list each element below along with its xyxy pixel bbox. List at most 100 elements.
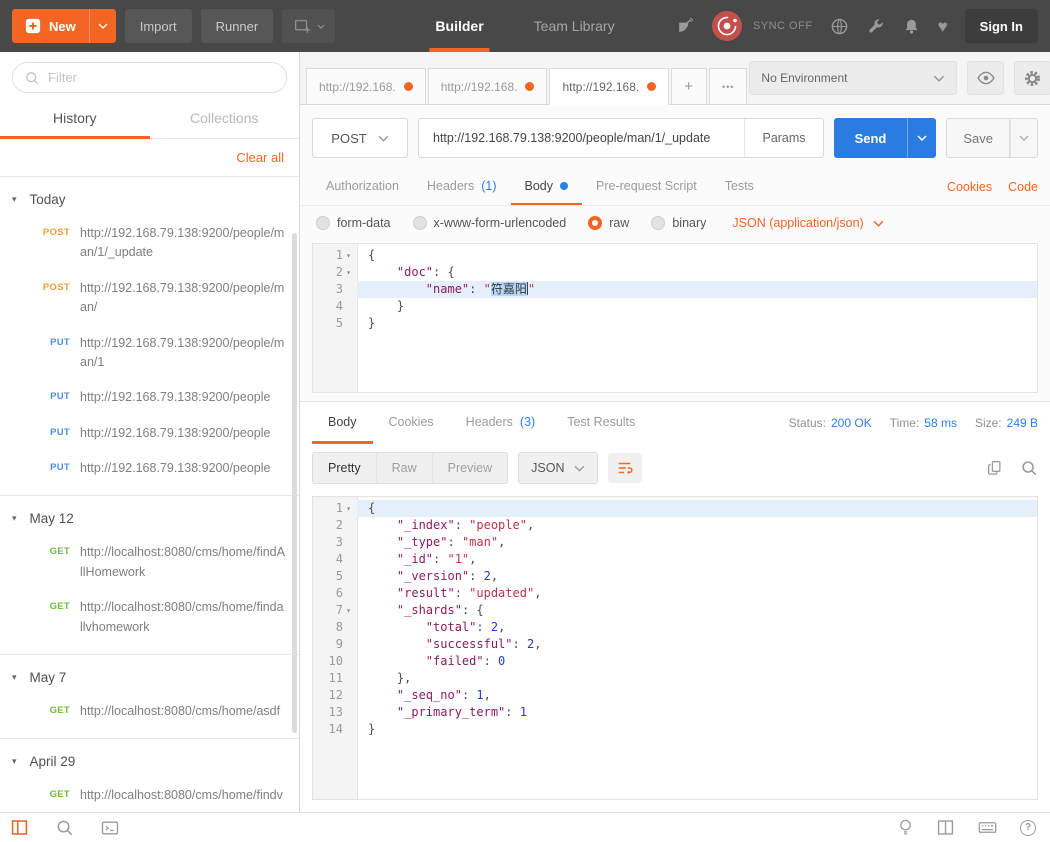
token bbox=[368, 705, 397, 719]
settings-wrench-icon[interactable] bbox=[866, 17, 885, 36]
token: , bbox=[498, 535, 506, 549]
fold-arrow-icon[interactable]: ▾ bbox=[346, 251, 351, 260]
copy-icon[interactable] bbox=[986, 459, 1004, 477]
send-button[interactable]: Send bbox=[833, 118, 908, 158]
request-body-editor[interactable]: 1 ▾{2 ▾ "doc": {3 "name": "符嘉阳" 4 } 5} bbox=[312, 243, 1038, 393]
content-type-select[interactable]: JSON (application/json) bbox=[732, 216, 884, 230]
body-mode-x-www-form-urlencoded[interactable]: x-www-form-urlencoded bbox=[412, 216, 566, 230]
history-item[interactable]: GET http://localhost:8080/cms/home/findal… bbox=[0, 590, 299, 645]
url-input[interactable] bbox=[419, 119, 745, 157]
proxy-globe-icon[interactable] bbox=[830, 17, 849, 36]
code-link[interactable]: Code bbox=[1008, 179, 1038, 194]
history-item[interactable]: GET http://localhost:8080/cms/home/asdf bbox=[0, 694, 299, 729]
view-mode-pretty[interactable]: Pretty bbox=[313, 453, 377, 483]
response-tab-cookies[interactable]: Cookies bbox=[373, 402, 450, 444]
new-tab-button[interactable]: + bbox=[671, 68, 707, 105]
save-dropdown-button[interactable] bbox=[1010, 118, 1038, 158]
sidebar-tab-collections[interactable]: Collections bbox=[190, 110, 259, 126]
environment-selected-label: No Environment bbox=[761, 71, 848, 85]
line-content: "_version": 2, bbox=[357, 568, 1037, 585]
response-tab-body[interactable]: Body bbox=[312, 402, 373, 444]
new-button[interactable]: New bbox=[12, 9, 89, 43]
response-tab-headers[interactable]: Headers (3) bbox=[450, 402, 552, 444]
body-mode-binary[interactable]: binary bbox=[651, 216, 706, 230]
token bbox=[368, 518, 397, 532]
tab-body[interactable]: Body bbox=[510, 168, 582, 205]
new-window-button[interactable] bbox=[282, 9, 336, 43]
sync-status-icon[interactable] bbox=[711, 11, 742, 41]
save-button[interactable]: Save bbox=[946, 118, 1010, 158]
history-section-header[interactable]: ▾ May 7 bbox=[0, 655, 299, 694]
favorites-heart-icon[interactable]: ♥ bbox=[937, 16, 948, 36]
keyboard-shortcuts-icon[interactable] bbox=[977, 818, 998, 837]
tab-authorization[interactable]: Authorization bbox=[312, 168, 413, 205]
tab-pre-request-script[interactable]: Pre-request Script bbox=[582, 168, 711, 205]
tab-headers[interactable]: Headers (1) bbox=[413, 168, 511, 205]
view-mode-preview[interactable]: Preview bbox=[433, 453, 507, 483]
history-item[interactable]: PUT http://192.168.79.138:9200/people bbox=[0, 416, 299, 451]
environment-preview-button[interactable] bbox=[967, 61, 1005, 95]
nav-builder[interactable]: Builder bbox=[429, 0, 490, 52]
clear-all-link[interactable]: Clear all bbox=[236, 150, 284, 165]
environment-select[interactable]: No Environment bbox=[749, 61, 958, 95]
response-body-editor[interactable]: 1 ▾{2 "_index": "people", 3 "_type": "man"… bbox=[312, 496, 1038, 800]
params-button[interactable]: Params bbox=[744, 119, 823, 157]
request-tab[interactable]: http://192.168. bbox=[549, 68, 670, 105]
token: "doc" bbox=[396, 265, 434, 279]
history-section-header[interactable]: ▾ April 29 bbox=[0, 739, 299, 778]
request-tab[interactable]: http://192.168. bbox=[427, 68, 548, 105]
response-format-select[interactable]: JSON bbox=[518, 452, 599, 484]
send-dropdown-button[interactable] bbox=[907, 118, 937, 158]
two-pane-layout-icon[interactable] bbox=[936, 818, 955, 837]
body-mode-form-data[interactable]: form-data bbox=[316, 216, 391, 230]
global-search-icon[interactable] bbox=[55, 818, 74, 837]
token: 2 bbox=[490, 620, 499, 634]
new-dropdown-button[interactable] bbox=[88, 9, 116, 43]
fold-arrow-icon[interactable]: ▾ bbox=[346, 504, 351, 513]
console-icon[interactable] bbox=[100, 818, 120, 838]
interceptor-satellite-icon[interactable] bbox=[675, 16, 695, 36]
history-item[interactable]: PUT http://192.168.79.138:9200/people/man… bbox=[0, 326, 299, 381]
chevron-down-icon bbox=[1019, 135, 1029, 141]
wrap-text-icon bbox=[616, 459, 634, 477]
tab-tests[interactable]: Tests bbox=[711, 168, 768, 205]
filter-input[interactable] bbox=[48, 70, 275, 85]
request-tab[interactable]: http://192.168. bbox=[306, 68, 426, 105]
code-line: 3 "_type": "man", bbox=[313, 534, 1037, 551]
cookies-link[interactable]: Cookies bbox=[946, 179, 993, 194]
sign-in-button[interactable]: Sign In bbox=[964, 9, 1038, 43]
body-mode-raw[interactable]: raw bbox=[588, 216, 629, 230]
history-section-header[interactable]: ▾ Today bbox=[0, 177, 299, 216]
sidebar-scrollbar[interactable] bbox=[292, 233, 297, 733]
response-tab-test-results[interactable]: Test Results bbox=[551, 402, 651, 444]
bulb-icon[interactable] bbox=[897, 818, 914, 837]
line-gutter: 3 bbox=[313, 534, 357, 551]
tab-options-button[interactable]: ••• bbox=[708, 68, 748, 105]
history-item[interactable]: GET http://localhost:8080/cms/home/findAl… bbox=[0, 535, 299, 590]
code-line: 5 "_version": 2, bbox=[313, 568, 1037, 585]
history-item[interactable]: POST http://192.168.79.138:9200/people/ma… bbox=[0, 271, 299, 326]
fold-arrow-icon[interactable]: ▾ bbox=[346, 268, 351, 277]
fold-arrow-icon[interactable]: ▾ bbox=[346, 606, 351, 615]
search-response-icon[interactable] bbox=[1020, 459, 1038, 477]
environment-settings-button[interactable] bbox=[1014, 61, 1050, 95]
sidebar-tab-history[interactable]: History bbox=[0, 101, 150, 139]
view-mode-raw[interactable]: Raw bbox=[377, 453, 433, 483]
wrap-text-button[interactable] bbox=[608, 453, 643, 483]
meta-value: 200 OK bbox=[831, 416, 872, 430]
history-section-header[interactable]: ▾ May 12 bbox=[0, 496, 299, 535]
history-item[interactable]: GET http://localhost:8080/cms/home/findvc… bbox=[0, 778, 299, 812]
history-item[interactable]: PUT http://192.168.79.138:9200/people bbox=[0, 451, 299, 486]
runner-button[interactable]: Runner bbox=[200, 9, 274, 43]
notifications-bell-icon[interactable] bbox=[902, 17, 921, 36]
history-item[interactable]: PUT http://192.168.79.138:9200/people bbox=[0, 380, 299, 415]
token: "successful" bbox=[425, 637, 513, 651]
history-item[interactable]: POST http://192.168.79.138:9200/people/ma… bbox=[0, 216, 299, 271]
method-select[interactable]: POST bbox=[312, 118, 408, 158]
token bbox=[368, 552, 397, 566]
sidebar-toggle-icon[interactable] bbox=[10, 818, 29, 837]
import-button[interactable]: Import bbox=[124, 9, 192, 43]
help-icon[interactable]: ? bbox=[1020, 819, 1036, 836]
line-gutter: 3 bbox=[313, 281, 357, 298]
nav-team-library[interactable]: Team Library bbox=[533, 18, 615, 34]
